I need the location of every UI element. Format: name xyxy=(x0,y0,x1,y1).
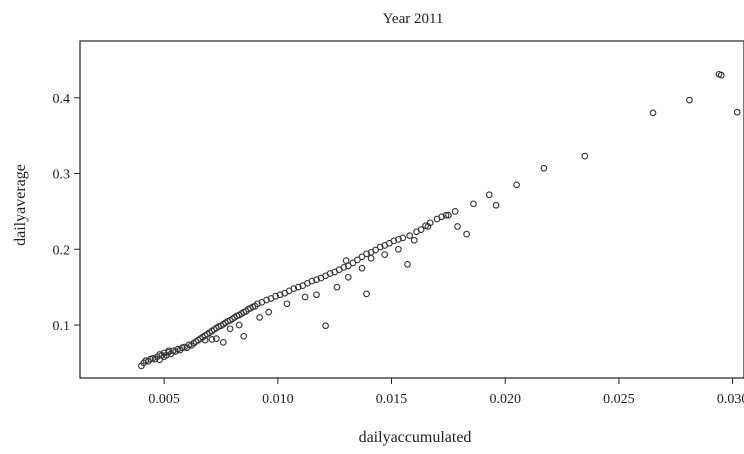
data-point xyxy=(313,276,320,283)
data-point xyxy=(485,191,493,199)
data-point xyxy=(308,277,316,285)
data-point xyxy=(445,211,452,219)
x-tick-label: 0.020 xyxy=(489,392,521,407)
data-point xyxy=(254,300,261,308)
data-point xyxy=(235,321,243,329)
data-point xyxy=(326,270,334,277)
data-point xyxy=(358,253,366,261)
data-point xyxy=(395,245,402,253)
data-point xyxy=(226,325,234,333)
data-point xyxy=(333,283,341,291)
data-point xyxy=(213,335,220,342)
data-point xyxy=(513,181,520,189)
data-point xyxy=(410,236,418,244)
data-point xyxy=(358,264,366,272)
data-point xyxy=(363,250,370,258)
data-point xyxy=(201,336,209,344)
data-point xyxy=(344,273,352,281)
data-point xyxy=(451,208,459,215)
data-point xyxy=(715,70,723,78)
data-point xyxy=(470,200,477,208)
data-point xyxy=(581,152,589,160)
data-point xyxy=(313,291,320,299)
y-axis-label: dailyaverage xyxy=(12,164,29,246)
data-point xyxy=(367,254,375,262)
data-point xyxy=(256,314,263,321)
x-tick-label: 0.015 xyxy=(376,392,408,407)
data-point xyxy=(354,256,361,264)
x-tick-label: 0.030 xyxy=(717,392,744,407)
data-point xyxy=(649,109,657,117)
y-axis-ticks: 0.1 0.2 0.3 0.4 xyxy=(53,92,80,334)
data-point xyxy=(340,264,348,271)
data-point xyxy=(454,223,461,230)
data-point xyxy=(406,232,414,239)
data-point xyxy=(686,96,693,104)
plot-area-frame xyxy=(79,40,744,379)
data-point xyxy=(424,223,432,230)
y-tick-label: 0.2 xyxy=(53,243,71,258)
data-point xyxy=(417,226,425,233)
data-point xyxy=(363,290,370,298)
data-point xyxy=(290,285,298,292)
data-point xyxy=(263,296,270,304)
chart-title: Year 2011 xyxy=(383,11,444,27)
data-point xyxy=(372,246,379,254)
data-point xyxy=(349,259,357,267)
data-point xyxy=(492,201,500,209)
data-point xyxy=(208,336,216,343)
data-point xyxy=(381,251,389,258)
x-tick-label: 0.010 xyxy=(262,392,294,407)
data-points xyxy=(138,70,741,370)
data-point xyxy=(395,236,402,243)
data-point xyxy=(733,108,741,116)
x-tick-label: 0.005 xyxy=(148,392,180,407)
data-point xyxy=(219,339,227,346)
y-tick-label: 0.4 xyxy=(53,92,71,107)
data-point xyxy=(404,261,411,268)
data-point xyxy=(463,230,470,238)
y-tick-label: 0.1 xyxy=(53,319,71,334)
y-tick-label: 0.3 xyxy=(53,168,71,183)
data-point xyxy=(540,164,548,172)
data-point xyxy=(276,291,284,299)
x-axis-label: dailyaccumulated xyxy=(359,429,472,446)
data-point xyxy=(390,237,398,245)
data-point xyxy=(294,283,302,291)
data-point xyxy=(301,293,309,301)
data-point xyxy=(272,292,279,300)
data-point xyxy=(265,308,273,316)
data-point xyxy=(376,243,384,251)
data-point xyxy=(438,213,445,221)
data-point xyxy=(399,234,407,242)
data-point xyxy=(283,300,291,308)
data-point xyxy=(342,257,350,264)
data-point xyxy=(322,322,329,330)
data-point xyxy=(442,211,450,219)
data-point xyxy=(240,332,248,340)
x-axis-ticks: 0.005 0.010 0.015 0.020 0.025 0.030 xyxy=(148,378,744,407)
x-tick-label: 0.025 xyxy=(603,392,635,407)
